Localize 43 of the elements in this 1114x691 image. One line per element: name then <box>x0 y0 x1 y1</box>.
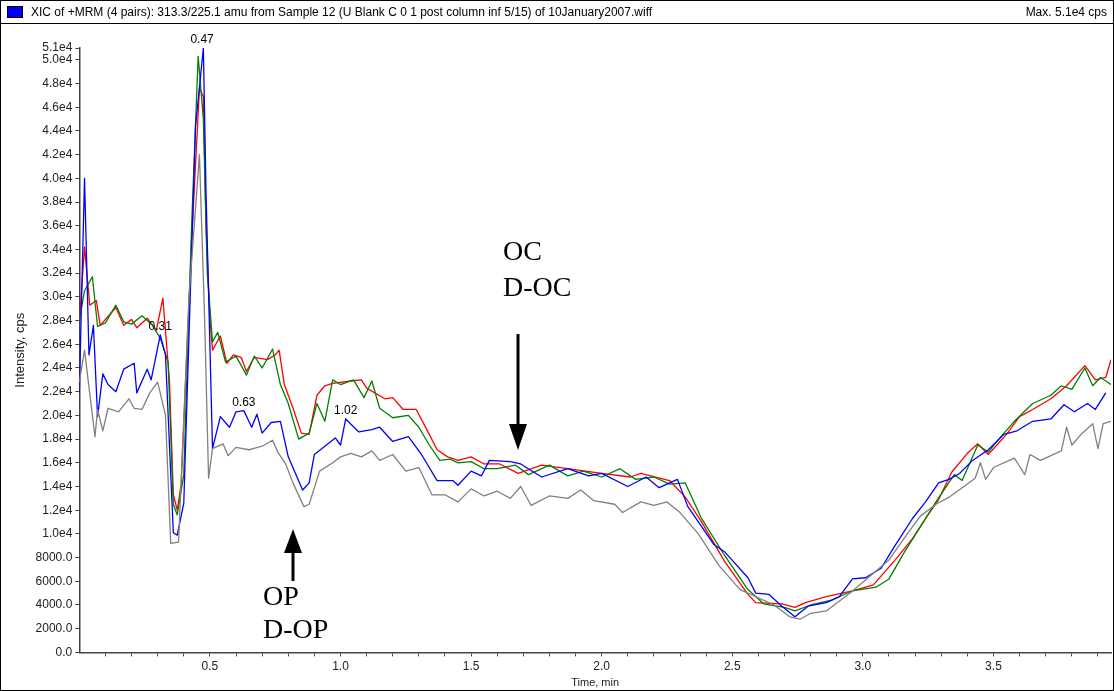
x-tick-label: 3.0 <box>854 658 872 673</box>
annotation: 0.63 <box>232 394 256 409</box>
y-tick-label: 6000.0 <box>35 573 73 588</box>
y-tick-label: 3.0e4 <box>42 289 73 304</box>
annotation: 0.47 <box>190 32 215 47</box>
y-axis-title: Intensity, cps <box>12 312 28 388</box>
y-tick-label: 3.8e4 <box>42 194 73 209</box>
y-tick-label: 1.0e4 <box>42 526 73 541</box>
y-tick-label: 2.8e4 <box>42 312 73 327</box>
x-tick-label: 3.5 <box>985 658 1003 673</box>
x-axis-title: Time, min <box>571 676 620 689</box>
x-tick-label: 2.5 <box>723 658 741 673</box>
y-tick-label: 4.4e4 <box>42 123 73 138</box>
y-tick-label: 1.6e4 <box>42 455 73 470</box>
y-tick-label: 4.8e4 <box>42 75 73 90</box>
y-tick-label: 5.0e4 <box>42 52 73 67</box>
y-tick-label: 3.2e4 <box>42 265 73 280</box>
annotation: OC D-OC <box>503 234 572 304</box>
chart-title: XIC of +MRM (4 pairs): 313.3/225.1 amu from Sample 12 (U Blank C 0 1 post column inf 5/15) of 10January2007.wiff <box>31 5 654 19</box>
x-tick-label: 1.0 <box>332 658 350 673</box>
annotation: 1.02 <box>334 403 358 418</box>
x-tick-label: 0.5 <box>201 658 219 673</box>
y-tick-label: 4.2e4 <box>42 146 73 161</box>
y-tick-label: 3.6e4 <box>42 218 73 233</box>
y-tick-label: 3.4e4 <box>42 241 73 256</box>
y-tick-label: 1.2e4 <box>42 502 73 517</box>
y-tick-label: 4000.0 <box>35 597 73 612</box>
y-tick-label: 1.4e4 <box>42 478 73 493</box>
annotation: OP D-OP <box>263 579 329 645</box>
x-tick-label: 2.0 <box>593 658 611 673</box>
y-tick-label: 2.2e4 <box>42 383 73 398</box>
y-tick-label: 2.0e4 <box>42 407 73 422</box>
text: Max. 5.1e4 cps <box>1025 5 1107 19</box>
y-tick-label: 2000.0 <box>35 621 73 636</box>
x-tick-label: 1.5 <box>462 658 480 673</box>
y-tick-label: 4.0e4 <box>42 170 73 185</box>
y-tick-label: 2.4e4 <box>42 360 73 375</box>
y-tick-label: 8000.0 <box>35 549 73 564</box>
y-tick-label: 5.1e4 <box>42 40 73 55</box>
y-tick-label: 2.6e4 <box>42 336 73 351</box>
y-tick-label: 0.0 <box>55 644 73 659</box>
y-tick-label: 1.8e4 <box>42 431 73 446</box>
y-tick-label: 4.6e4 <box>42 99 73 114</box>
